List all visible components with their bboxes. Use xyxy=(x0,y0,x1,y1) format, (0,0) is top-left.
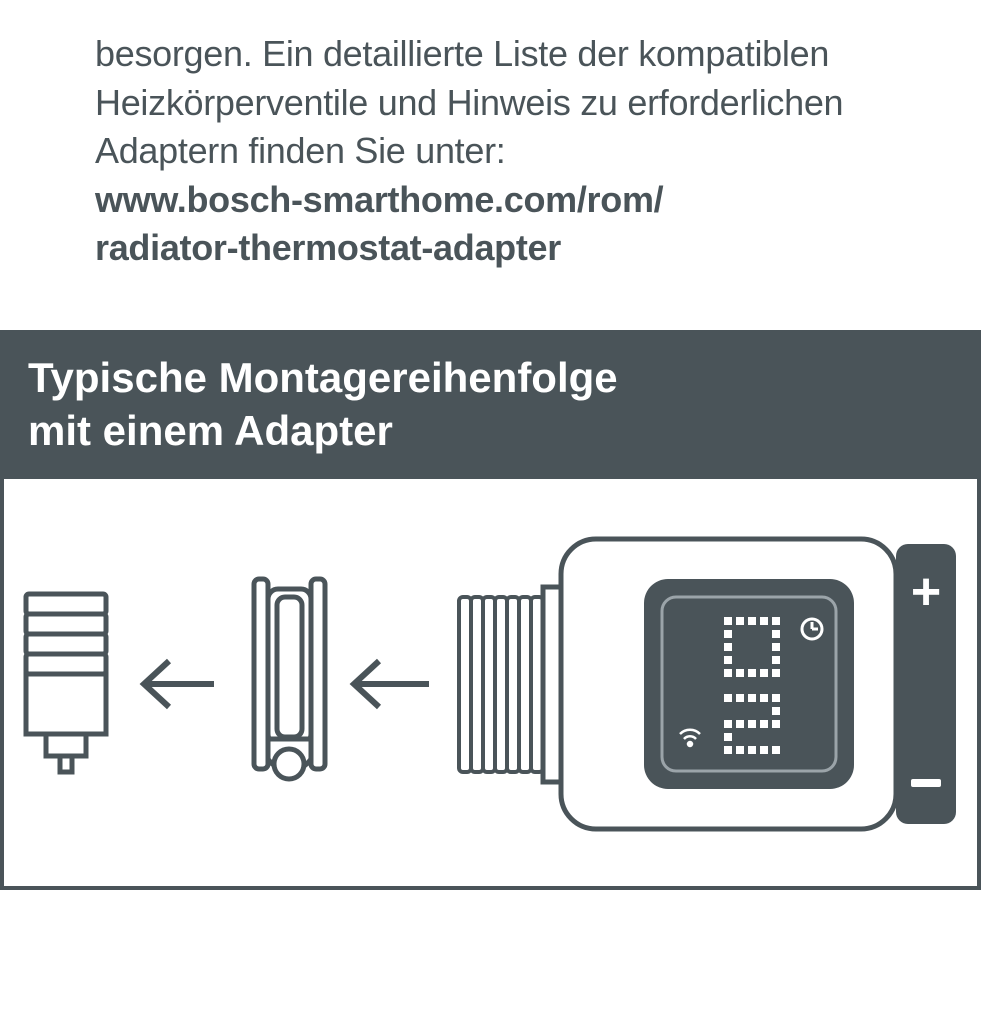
adapter-part xyxy=(254,579,325,779)
assembly-diagram: + xyxy=(4,479,977,896)
arrow-left-2 xyxy=(354,661,429,707)
panel-title-line2: mit einem Adapter xyxy=(28,407,393,454)
thermostat-part: + xyxy=(459,539,956,829)
plus-button-label: + xyxy=(911,563,941,621)
panel-header: Typische Montagereihenfolge mit einem Ad… xyxy=(4,334,977,479)
arrow-left-1 xyxy=(144,661,214,707)
intro-body: besorgen. Ein detaillierte Liste der kom… xyxy=(95,33,843,171)
panel-title-line1: Typische Montagereihenfolge xyxy=(28,354,618,401)
assembly-panel: Typische Montagereihenfolge mit einem Ad… xyxy=(0,330,981,890)
minus-button-label xyxy=(911,779,941,787)
diagram-svg: + xyxy=(4,479,977,897)
valve-part xyxy=(26,594,106,772)
intro-url-line2: radiator-thermostat-adapter xyxy=(95,227,561,268)
intro-paragraph: besorgen. Ein detaillierte Liste der kom… xyxy=(0,0,981,273)
intro-url-line1: www.bosch-smarthome.com/rom/ xyxy=(95,179,663,220)
